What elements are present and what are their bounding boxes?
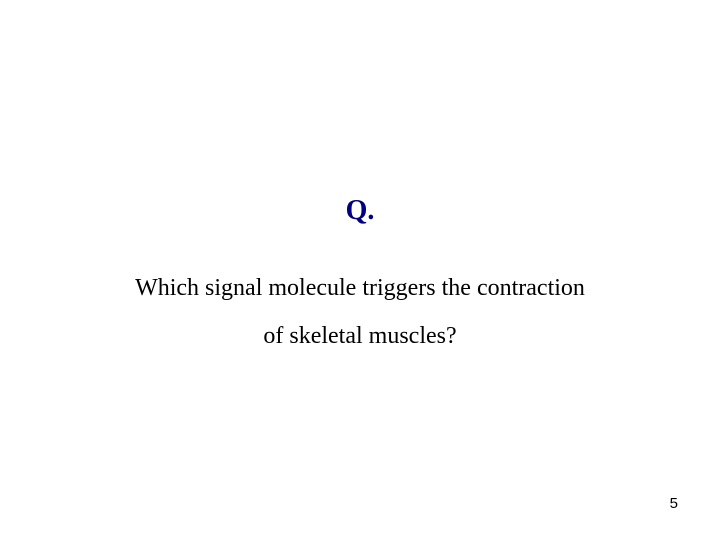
- question-line-1: Which signal molecule triggers the contr…: [0, 275, 720, 301]
- page-number: 5: [670, 495, 678, 512]
- question-heading: Q.: [0, 195, 720, 227]
- slide-content: Q. Which signal molecule triggers the co…: [0, 0, 720, 350]
- question-line-2: of skeletal muscles?: [0, 323, 720, 349]
